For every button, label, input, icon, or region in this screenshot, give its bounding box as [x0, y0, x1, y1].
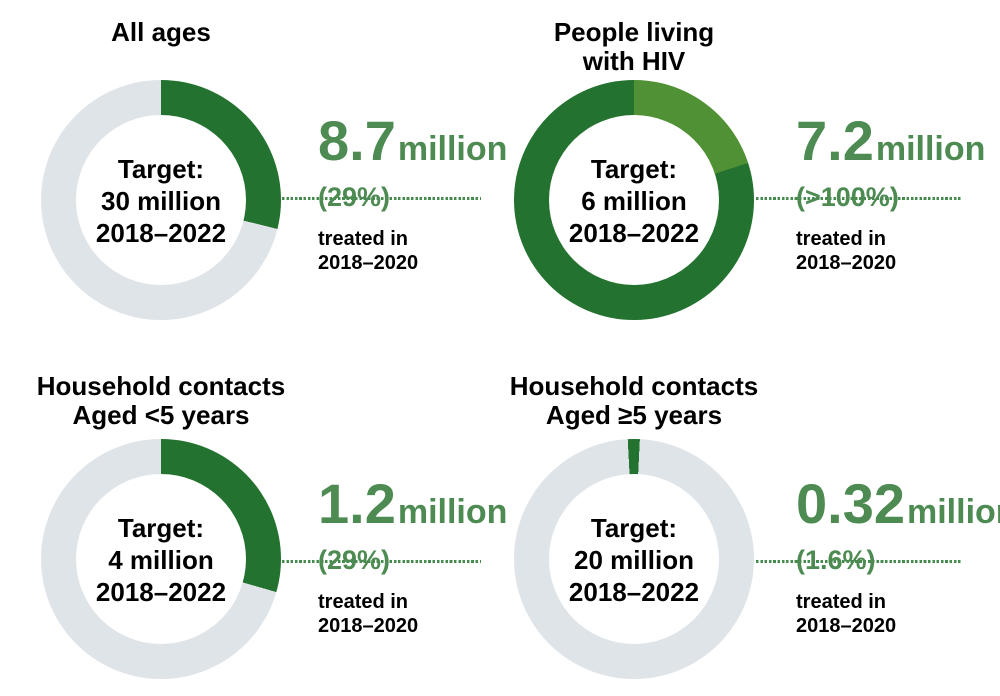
- panel-household-contacts-5-and-over: Household contacts Aged ≥5 years Target:…: [500, 348, 1000, 696]
- target-line: Target:: [590, 513, 678, 543]
- annotation: 0.32million (1.6%) treated in 2018–2020: [796, 476, 1000, 638]
- panel-title: Household contacts Aged <5 years: [0, 372, 322, 430]
- panel-people-living-with-hiv: People living with HIV Target: 6 million…: [500, 0, 1000, 348]
- target-line: Target:: [590, 154, 678, 184]
- treated-value: 1.2: [318, 472, 396, 535]
- panel-title-line: with HIV: [582, 46, 686, 76]
- leader-dotted-line: [282, 197, 481, 200]
- annotation: 7.2million (>100%) treated in 2018–2020: [796, 113, 996, 275]
- leader-dotted-line: [282, 560, 481, 563]
- donut-center-label: Target: 30 million 2018–2022: [96, 151, 226, 249]
- panel-title: Household contacts Aged ≥5 years: [500, 372, 768, 430]
- caption-line: treated in: [318, 228, 409, 250]
- donut-household-contacts-under-5: Target: 4 million 2018–2022: [41, 439, 281, 679]
- caption-line: treated in: [796, 591, 887, 613]
- panel-title-line: People living: [553, 17, 715, 47]
- annotation: 8.7million (29%) treated in 2018–2020: [318, 113, 518, 275]
- panel-title-line: Household contacts: [36, 371, 286, 401]
- target-amount-line: 4 million: [108, 545, 214, 575]
- treated-unit: million: [875, 130, 986, 168]
- panel-title-line: Household contacts: [509, 371, 759, 401]
- treated-value: 8.7: [318, 109, 396, 172]
- treated-unit: million: [397, 493, 508, 531]
- donut-all-ages: Target: 30 million 2018–2022: [41, 80, 281, 320]
- panel-title-line: Aged <5 years: [72, 400, 250, 430]
- treated-value: 7.2: [796, 109, 874, 172]
- donut-hole: Target: 4 million 2018–2022: [76, 474, 246, 644]
- caption-line: treated in: [796, 228, 887, 250]
- donut-center-label: Target: 20 million 2018–2022: [569, 510, 699, 608]
- donut-hole: Target: 6 million 2018–2022: [549, 115, 719, 285]
- treated-value-row: 7.2million: [796, 113, 996, 179]
- target-period-line: 2018–2022: [568, 577, 700, 607]
- target-amount-line: 20 million: [574, 545, 694, 575]
- leader-dotted-line: [756, 197, 961, 200]
- donut-hole: Target: 20 million 2018–2022: [549, 474, 719, 644]
- target-period-line: 2018–2022: [568, 218, 700, 248]
- treated-unit: million: [397, 130, 508, 168]
- donut-people-living-with-hiv: Target: 6 million 2018–2022: [514, 80, 754, 320]
- donut-hole: Target: 30 million 2018–2022: [76, 115, 246, 285]
- donut-center-label: Target: 4 million 2018–2022: [96, 510, 226, 608]
- target-line: Target:: [117, 154, 205, 184]
- target-line: Target:: [117, 513, 205, 543]
- treated-caption: treated in 2018–2020: [796, 227, 996, 275]
- treated-value-row: 0.32million: [796, 476, 1000, 542]
- panel-title: People living with HIV: [500, 18, 768, 76]
- target-period-line: 2018–2022: [95, 577, 227, 607]
- target-amount-line: 6 million: [581, 186, 687, 216]
- treated-percent: (29%): [318, 545, 391, 575]
- leader-dotted-line: [756, 560, 961, 563]
- target-amount-line: 30 million: [101, 186, 221, 216]
- treated-value-row: 1.2million: [318, 476, 518, 542]
- caption-line: treated in: [318, 591, 409, 613]
- treated-caption: treated in 2018–2020: [318, 590, 518, 638]
- panel-household-contacts-under-5: Household contacts Aged <5 years Target:…: [0, 348, 507, 696]
- target-period-line: 2018–2022: [95, 218, 227, 248]
- donut-household-contacts-5-and-over: Target: 20 million 2018–2022: [514, 439, 754, 679]
- treated-percent: (29%): [318, 182, 391, 212]
- annotation: 1.2million (29%) treated in 2018–2020: [318, 476, 518, 638]
- caption-line: 2018–2020: [318, 252, 419, 274]
- treated-caption: treated in 2018–2020: [318, 227, 518, 275]
- panel-all-ages: All ages Target: 30 million 2018–2022 8.…: [0, 0, 507, 348]
- treated-unit: million: [907, 493, 1000, 531]
- caption-line: 2018–2020: [318, 615, 419, 637]
- caption-line: 2018–2020: [796, 252, 897, 274]
- treated-caption: treated in 2018–2020: [796, 590, 996, 638]
- panel-title-line: Aged ≥5 years: [545, 400, 723, 430]
- treated-value: 0.32: [796, 472, 905, 535]
- treated-percent: (1.6%): [796, 545, 876, 575]
- panel-title-line: All ages: [111, 17, 211, 47]
- donut-center-label: Target: 6 million 2018–2022: [569, 151, 699, 249]
- treated-percent: (>100%): [796, 182, 899, 212]
- treated-value-row: 8.7million: [318, 113, 518, 179]
- panel-title: All ages: [0, 18, 322, 47]
- caption-line: 2018–2020: [796, 615, 897, 637]
